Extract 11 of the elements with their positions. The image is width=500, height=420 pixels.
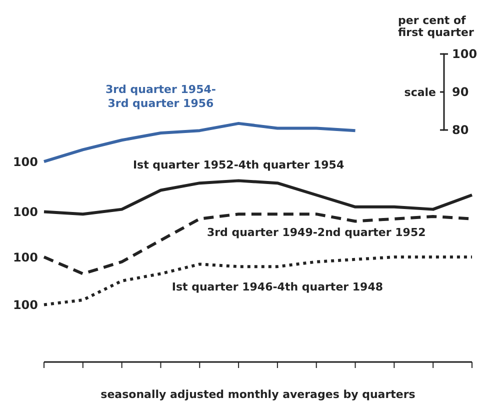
scale-bracket: per cent of first quarter 100 90 80 scale xyxy=(348,12,488,142)
annotation: 80 xyxy=(452,123,469,137)
series-label: 3rd quarter 1949-2nd quarter 1952 xyxy=(206,226,426,240)
series-label: 3rd quarter 1954- 3rd quarter 1956 xyxy=(105,82,216,110)
x-axis-title: seasonally adjusted monthly averages by quarters xyxy=(100,388,416,401)
text: 100 xyxy=(12,204,38,219)
text: 100 xyxy=(12,154,38,169)
series-label: Ist quarter 1952-4th quarter 1954 xyxy=(132,158,344,172)
text: 100 xyxy=(12,298,38,312)
text: 100 xyxy=(12,250,38,264)
series-label: Ist quarter 1946-4th quarter 1948 xyxy=(172,280,384,294)
